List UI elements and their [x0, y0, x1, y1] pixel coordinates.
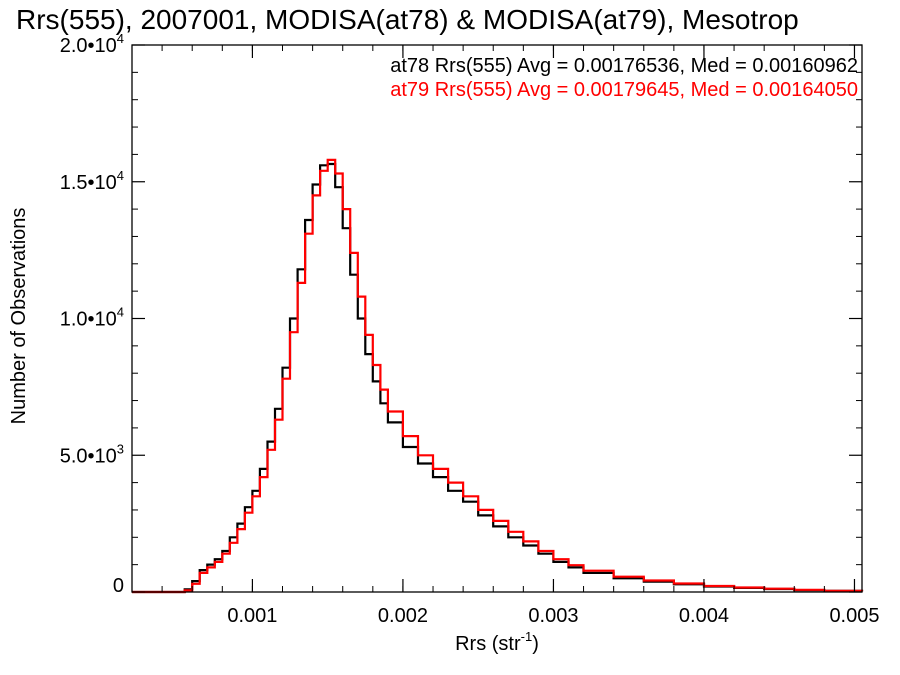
- series-layer: [132, 158, 864, 594]
- x-axis-label: Rrs (str-1): [455, 629, 539, 655]
- x-tick-label: 0.004: [679, 605, 729, 627]
- x-axis-label-main: Rrs (str: [455, 633, 521, 655]
- y-tick-label: 0: [113, 575, 124, 597]
- y-tick-label: 2.0•104: [60, 31, 124, 57]
- y-axis-ticks: 0 5.0•103 1.0•104 1.5•104 2.0•104: [60, 31, 862, 597]
- x-axis-label-close: ): [532, 633, 539, 655]
- series-line-2: [132, 158, 864, 594]
- y-tick-label: 1.5•104: [60, 168, 124, 194]
- x-tick-label: 0.001: [227, 605, 277, 627]
- x-tick-label: 0.005: [829, 605, 879, 627]
- legend: at78 Rrs(555) Avg = 0.00176536, Med = 0.…: [390, 55, 858, 101]
- chart-title: Rrs(555), 2007001, MODISA(at78) & MODISA…: [16, 4, 799, 35]
- legend-entry-2: at79 Rrs(555) Avg = 0.00179645, Med = 0.…: [390, 79, 858, 101]
- x-axis-ticks: 0.001 0.002 0.003 0.004 0.005: [161, 45, 880, 627]
- legend-entry-1: at78 Rrs(555) Avg = 0.00176536, Med = 0.…: [390, 55, 858, 77]
- y-tick-label: 5.0•103: [60, 441, 124, 467]
- x-axis-label-superscript: -1: [521, 629, 533, 644]
- x-tick-label: 0.002: [378, 605, 428, 627]
- y-tick-label: 1.0•104: [60, 305, 124, 331]
- y-axis-label: Number of Observations: [8, 208, 30, 425]
- x-tick-label: 0.003: [528, 605, 578, 627]
